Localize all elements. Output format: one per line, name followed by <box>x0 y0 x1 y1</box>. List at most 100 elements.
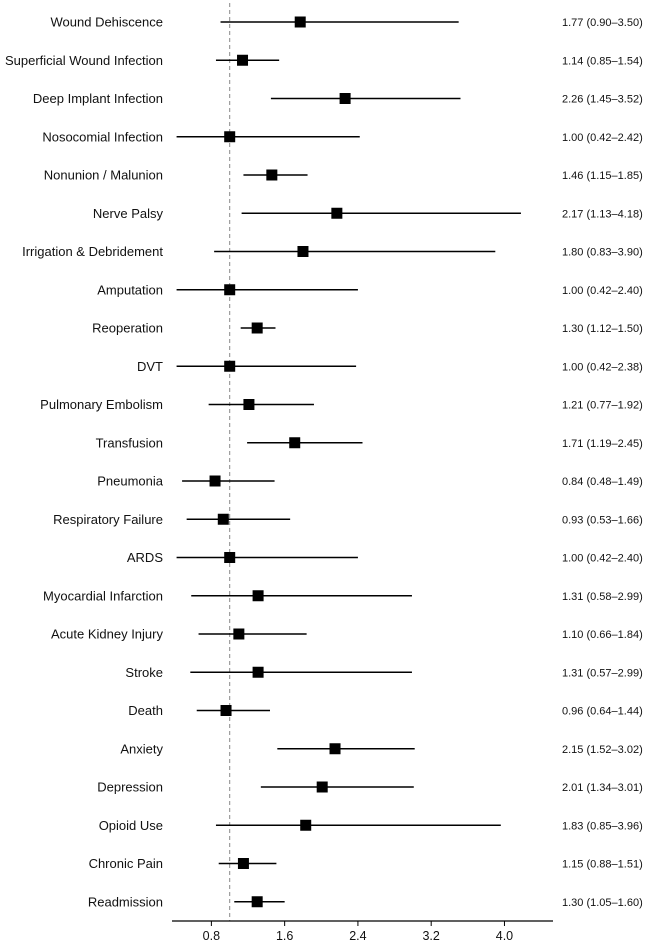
x-tick-label: 2.4 <box>349 929 366 943</box>
forest-row: Respiratory Failure 0.93 (0.53–1.66) <box>53 512 643 527</box>
estimate-marker <box>252 590 264 602</box>
estimate-marker <box>339 93 351 104</box>
row-label: DVT <box>137 359 163 374</box>
estimate-text: 1.30 (1.12–1.50) <box>562 323 643 335</box>
estimate-marker <box>237 54 249 66</box>
row-label: Stroke <box>125 665 163 680</box>
estimate-marker <box>224 284 236 296</box>
forest-rows: Wound Dehiscence 1.77 (0.90–3.50) Superfic… <box>5 3 643 921</box>
row-label: Deep Implant Infection <box>33 91 163 106</box>
estimate-marker <box>224 131 236 143</box>
row-label: Death <box>128 703 163 718</box>
estimate-text: 1.00 (0.42–2.40) <box>562 285 643 297</box>
estimate-text: 1.31 (0.58–2.99) <box>562 591 643 603</box>
row-label: Reoperation <box>92 321 163 336</box>
estimate-marker <box>237 858 249 869</box>
forest-row: Nerve Palsy 2.17 (1.13–4.18) <box>93 206 643 221</box>
x-tick-label: 1.6 <box>276 929 293 943</box>
estimate-text: 1.83 (0.85–3.96) <box>562 820 643 832</box>
forest-row: Anxiety 2.15 (1.52–3.02) <box>120 741 642 756</box>
estimate-marker <box>243 399 255 410</box>
estimate-marker <box>251 322 263 334</box>
estimate-marker <box>224 552 236 563</box>
forest-row: Pulmonary Embolism 1.21 (0.77–1.92) <box>40 397 643 412</box>
forest-row: Amputation 1.00 (0.42–2.40) <box>97 282 643 297</box>
estimate-text: 2.26 (1.45–3.52) <box>562 94 643 106</box>
row-label: Pulmonary Embolism <box>40 397 163 412</box>
forest-row: Superficial Wound Infection 1.14 (0.85–1.… <box>5 53 643 68</box>
row-label: Nerve Palsy <box>93 206 164 221</box>
forest-row: Nosocomial Infection 1.00 (0.42–2.42) <box>42 129 642 144</box>
estimate-marker <box>217 513 229 525</box>
row-label: Acute Kidney Injury <box>51 627 164 642</box>
row-label: Superficial Wound Infection <box>5 53 163 68</box>
row-label: Pneumonia <box>97 474 164 489</box>
estimate-text: 1.31 (0.57–2.99) <box>562 667 643 679</box>
x-axis: 0.8 1.6 2.4 3.2 4.0 <box>172 920 553 943</box>
estimate-text: 1.00 (0.42–2.40) <box>562 553 643 565</box>
forest-row: ARDS 1.00 (0.42–2.40) <box>127 550 643 565</box>
estimate-text: 1.21 (0.77–1.92) <box>562 400 643 412</box>
row-label: Nonunion / Malunion <box>44 168 163 183</box>
estimate-marker <box>251 896 263 908</box>
forest-row: Irrigation & Debridement 1.80 (0.83–3.90) <box>22 244 643 259</box>
estimate-marker <box>294 16 306 28</box>
estimate-marker <box>220 705 232 716</box>
row-label: ARDS <box>127 550 163 565</box>
forest-row: Deep Implant Infection 2.26 (1.45–3.52) <box>33 91 643 106</box>
estimate-text: 1.10 (0.66–1.84) <box>562 629 643 641</box>
estimate-marker <box>266 169 278 181</box>
estimate-text: 1.15 (0.88–1.51) <box>562 859 643 871</box>
estimate-text: 1.77 (0.90–3.50) <box>562 17 643 29</box>
row-label: Nosocomial Infection <box>42 129 163 144</box>
row-label: Myocardial Infarction <box>43 588 163 603</box>
estimate-marker <box>297 246 309 257</box>
estimate-text: 1.46 (1.15–1.85) <box>562 170 643 182</box>
forest-row: Nonunion / Malunion 1.46 (1.15–1.85) <box>44 168 643 183</box>
forest-row: Death 0.96 (0.64–1.44) <box>128 703 642 718</box>
row-label: Irrigation & Debridement <box>22 244 163 259</box>
forest-row: Stroke 1.31 (0.57–2.99) <box>125 665 642 680</box>
forest-row: Depression 2.01 (1.34–3.01) <box>97 780 643 795</box>
forest-row: Chronic Pain 1.15 (0.88–1.51) <box>89 856 643 871</box>
x-tick-label: 0.8 <box>203 929 220 943</box>
forest-row: Acute Kidney Injury 1.10 (0.66–1.84) <box>51 627 643 642</box>
estimate-text: 1.30 (1.05–1.60) <box>562 897 643 909</box>
row-label: Amputation <box>97 282 163 297</box>
row-label: Transfusion <box>96 435 163 450</box>
estimate-marker <box>233 628 245 640</box>
forest-row: Transfusion 1.71 (1.19–2.45) <box>96 435 643 450</box>
row-label: Anxiety <box>120 741 163 756</box>
x-tick-label: 4.0 <box>496 929 513 943</box>
forest-row: Myocardial Infarction 1.31 (0.58–2.99) <box>43 588 643 603</box>
forest-row: Opioid Use 1.83 (0.85–3.96) <box>99 818 643 833</box>
forest-row: DVT 1.00 (0.42–2.38) <box>137 359 643 374</box>
estimate-text: 1.71 (1.19–2.45) <box>562 438 643 450</box>
row-label: Respiratory Failure <box>53 512 163 527</box>
estimate-text: 0.93 (0.53–1.66) <box>562 514 643 526</box>
estimate-marker <box>331 207 343 219</box>
estimate-marker <box>316 781 328 793</box>
estimate-text: 1.14 (0.85–1.54) <box>562 55 643 67</box>
estimate-marker <box>209 475 221 487</box>
forest-row: Wound Dehiscence 1.77 (0.90–3.50) <box>51 15 643 30</box>
estimate-text: 1.00 (0.42–2.42) <box>562 132 643 144</box>
estimate-marker <box>289 437 301 449</box>
forest-row: Reoperation 1.30 (1.12–1.50) <box>92 321 643 336</box>
estimate-marker <box>224 360 236 372</box>
row-label: Opioid Use <box>99 818 163 833</box>
estimate-text: 2.15 (1.52–3.02) <box>562 744 643 756</box>
row-label: Depression <box>97 780 163 795</box>
x-tick-label: 3.2 <box>422 929 439 943</box>
forest-row: Readmission 1.30 (1.05–1.60) <box>88 894 643 909</box>
estimate-text: 1.00 (0.42–2.38) <box>562 361 643 373</box>
row-label: Chronic Pain <box>89 856 163 871</box>
row-label: Wound Dehiscence <box>51 15 164 30</box>
estimate-text: 0.96 (0.64–1.44) <box>562 706 643 718</box>
estimate-text: 1.80 (0.83–3.90) <box>562 247 643 259</box>
estimate-marker <box>300 819 312 831</box>
row-label: Readmission <box>88 894 163 909</box>
estimate-text: 2.01 (1.34–3.01) <box>562 782 643 794</box>
estimate-text: 0.84 (0.48–1.49) <box>562 476 643 488</box>
